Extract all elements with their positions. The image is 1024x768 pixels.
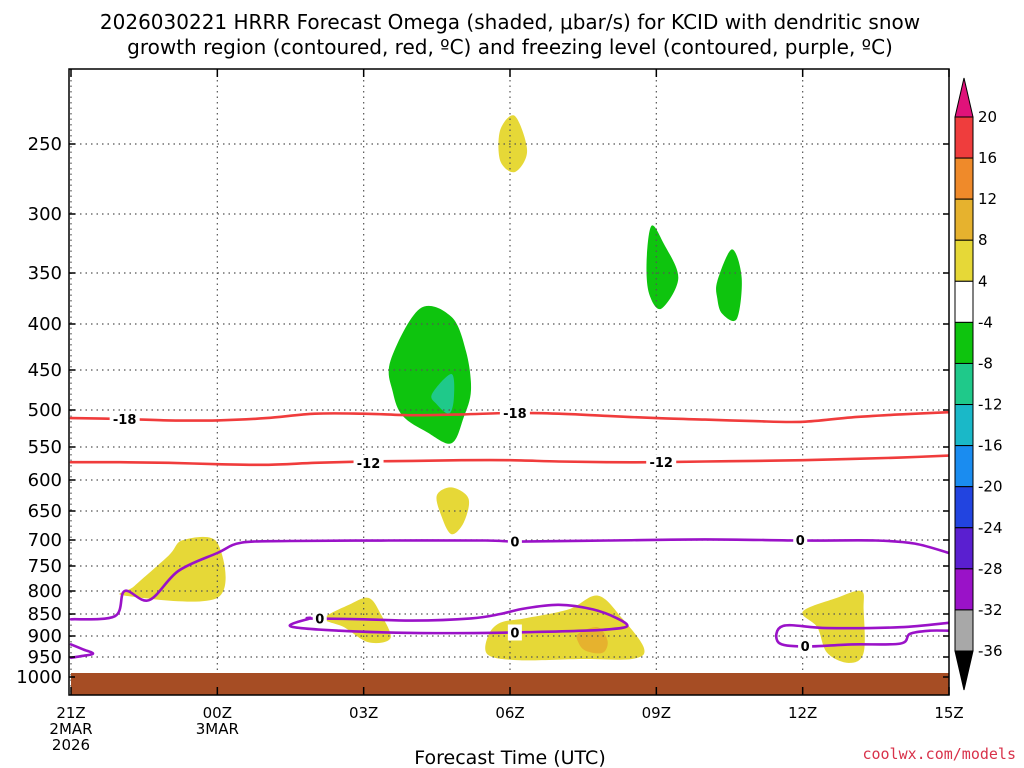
colorbar-band bbox=[954, 527, 974, 570]
chart-title-line1: 2026030221 HRRR Forecast Omega (shaded, … bbox=[100, 10, 920, 34]
colorbar-label: -8 bbox=[978, 354, 993, 372]
colorbar-band bbox=[954, 116, 974, 159]
colorbar-band bbox=[954, 321, 974, 364]
contour-label: 0 bbox=[801, 640, 810, 655]
colorbar-label: -20 bbox=[978, 478, 1003, 496]
omega-pos-250 bbox=[498, 115, 528, 173]
colorbar-label: 16 bbox=[978, 149, 997, 167]
contour-label-bg bbox=[798, 638, 813, 655]
y-tick-label: 600 bbox=[28, 470, 62, 491]
x-tick-label: 2MAR bbox=[49, 720, 92, 738]
contour-label-bg bbox=[507, 624, 522, 641]
x-tick-label: 3MAR bbox=[196, 720, 239, 738]
omega-neg-450-core bbox=[431, 373, 455, 414]
y-tick-label: 700 bbox=[28, 530, 62, 551]
x-tick-label: 03Z bbox=[349, 704, 378, 722]
omega-pos-900-core bbox=[576, 627, 608, 654]
x-tick-label: 09Z bbox=[642, 704, 671, 722]
x-tick-label: 00Z bbox=[203, 704, 232, 722]
contour-label: 0 bbox=[510, 536, 519, 551]
colorbar-bottom-arrow bbox=[954, 650, 974, 691]
freezing-level-corner bbox=[69, 643, 95, 660]
contour-label: -12 bbox=[357, 457, 381, 472]
colorbar-band bbox=[954, 609, 974, 652]
contour-label-bg bbox=[507, 533, 522, 550]
colorbar-band bbox=[954, 362, 974, 406]
y-tick-label: 800 bbox=[28, 581, 62, 602]
y-tick-label: 250 bbox=[28, 134, 62, 155]
colorbar-top-arrow bbox=[954, 77, 974, 118]
omega-shading bbox=[119, 115, 865, 663]
x-tick-label: 15Z bbox=[934, 704, 963, 722]
omega-neg-350b bbox=[716, 249, 742, 322]
omega-pos-650 bbox=[436, 487, 470, 535]
freezing-level-zero bbox=[69, 538, 949, 621]
plot-frame bbox=[68, 68, 950, 696]
colorbar-label: -24 bbox=[978, 519, 1003, 537]
x-tick-label: 21Z bbox=[56, 704, 85, 722]
colorbar-label: 20 bbox=[978, 108, 997, 126]
y-tick-label: 900 bbox=[28, 626, 62, 647]
colorbar-band bbox=[954, 445, 974, 488]
y-tick-label: 550 bbox=[28, 437, 62, 458]
x-tick-label: 12Z bbox=[788, 704, 817, 722]
contour-label: 0 bbox=[315, 612, 324, 627]
contour-label: 0 bbox=[796, 534, 805, 549]
colorbar-label: -28 bbox=[978, 560, 1003, 578]
x-axis-label: Forecast Time (UTC) bbox=[414, 747, 605, 768]
omega-neg-350a bbox=[646, 225, 679, 310]
contour-labels: -18 -18 -12 -12 0 0 0 0 0 bbox=[109, 404, 813, 655]
y-tick-label: 450 bbox=[28, 360, 62, 381]
colorbar-label: 4 bbox=[978, 272, 988, 290]
contour-label-bg bbox=[109, 410, 140, 427]
colorbar-band bbox=[954, 486, 974, 529]
colorbar-label: -12 bbox=[978, 396, 1003, 414]
omega-neg-450 bbox=[388, 305, 472, 444]
colorbar-band bbox=[954, 280, 974, 323]
colorbar-band bbox=[954, 239, 974, 282]
colorbar-label: -32 bbox=[978, 601, 1003, 619]
y-tick-label: 650 bbox=[28, 501, 62, 522]
credit-link[interactable]: coolwx.com/models bbox=[862, 745, 1016, 763]
y-tick-label: 750 bbox=[28, 556, 62, 577]
colorbar-label: 8 bbox=[978, 231, 988, 249]
contour-label: 0 bbox=[510, 626, 519, 641]
y-tick-label: 1000 bbox=[16, 667, 62, 688]
colorbar-label: -16 bbox=[978, 437, 1003, 455]
contour-label-bg bbox=[793, 532, 808, 548]
colorbar-label: -4 bbox=[978, 313, 993, 331]
x-tick-label: 06Z bbox=[495, 704, 524, 722]
dgz-minus12 bbox=[69, 454, 949, 467]
freezing-level-loop bbox=[288, 603, 629, 635]
contour-label: -18 bbox=[503, 407, 527, 422]
y-tick-label: 300 bbox=[28, 204, 62, 225]
x-tick-label: 2026 bbox=[52, 736, 90, 754]
colorbar-band bbox=[954, 198, 974, 241]
contour-label-bg bbox=[353, 454, 384, 471]
colorbar-band bbox=[954, 568, 974, 611]
y-tick-label: 950 bbox=[28, 647, 62, 668]
contour-label-bg bbox=[646, 454, 677, 471]
y-tick-label: 350 bbox=[28, 263, 62, 284]
y-axis: 2503003504004505005506006507007508008509… bbox=[16, 134, 949, 688]
contour-label: -12 bbox=[649, 456, 673, 471]
y-tick-label: 850 bbox=[28, 604, 62, 625]
terrain-fill bbox=[71, 673, 949, 695]
contour-label-bg bbox=[312, 610, 327, 627]
contour-label: -18 bbox=[113, 413, 137, 428]
contour-label-bg bbox=[499, 404, 530, 421]
colorbar-band bbox=[954, 157, 974, 200]
colorbar-label: -36 bbox=[978, 642, 1003, 660]
y-tick-label: 400 bbox=[28, 314, 62, 335]
colorbar: 20 16 12 8 4 -4 -8 -12 -16 -20 -24 -28 -32 -36 bbox=[954, 77, 1003, 691]
omega-pos-780 bbox=[119, 536, 226, 602]
chart-title-line2: growth region (contoured, red, ºC) and f… bbox=[127, 35, 893, 59]
y-tick-label: 500 bbox=[28, 400, 62, 421]
colorbar-band bbox=[954, 404, 974, 447]
colorbar-label: 12 bbox=[978, 190, 997, 208]
